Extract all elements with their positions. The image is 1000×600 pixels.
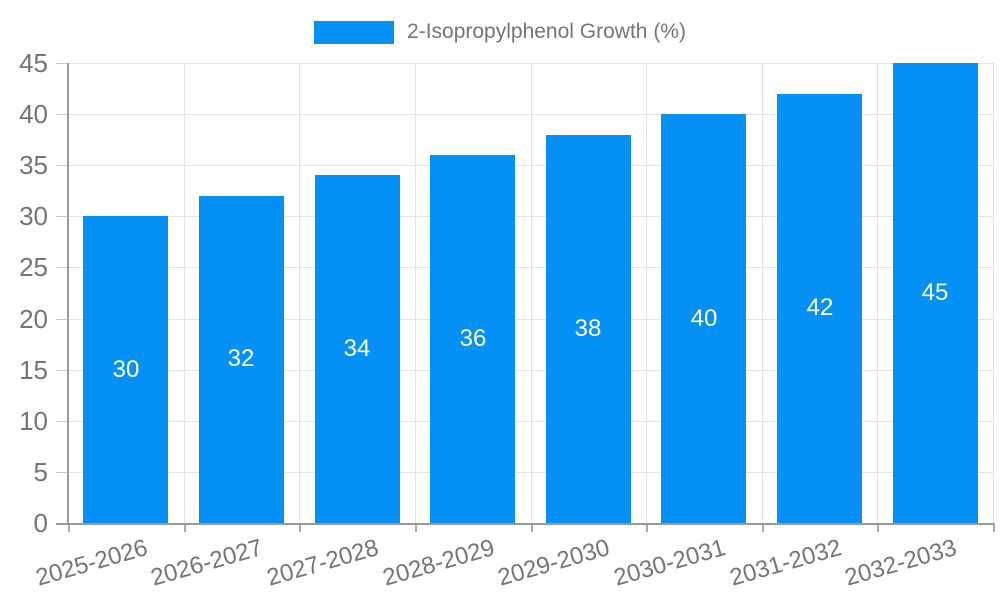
gridline-y [68, 370, 993, 371]
y-axis-label: 40 [19, 99, 48, 129]
y-axis-label: 30 [19, 201, 48, 231]
bar [199, 196, 284, 523]
y-axis-label: 10 [19, 406, 48, 436]
y-axis-line [67, 63, 69, 525]
gridline-x [877, 63, 878, 523]
x-axis-label: 2026-2027 [148, 534, 266, 592]
x-tick [646, 523, 648, 532]
gridline-x [993, 63, 994, 523]
x-tick [993, 523, 995, 532]
legend-item[interactable]: 2-Isopropylphenol Growth (%) [0, 20, 1000, 44]
x-axis-label: 2032-2033 [842, 534, 960, 592]
gridline-x [646, 63, 647, 523]
x-tick [415, 523, 417, 532]
bar [893, 63, 978, 523]
bar [661, 114, 746, 523]
y-tick [56, 165, 68, 166]
y-axis-label: 25 [19, 252, 48, 282]
y-axis-label: 45 [19, 48, 48, 78]
y-axis-label: 5 [33, 457, 48, 487]
x-axis-label: 2025-2026 [33, 534, 151, 592]
bar [546, 135, 631, 523]
gridline-y [68, 267, 993, 268]
bar-value-label: 34 [343, 335, 371, 362]
x-tick [184, 523, 186, 532]
y-axis-label: 20 [19, 304, 48, 334]
gridline-x [762, 63, 763, 523]
x-tick [299, 523, 301, 532]
bar-value-label: 32 [227, 345, 255, 372]
x-axis-label: 2028-2029 [380, 534, 498, 592]
y-tick [56, 319, 68, 320]
y-tick [56, 267, 68, 268]
bar [315, 175, 400, 523]
y-tick [56, 370, 68, 371]
gridline-y [68, 472, 993, 473]
x-axis-label: 2030-2031 [611, 534, 729, 592]
gridline-y [68, 114, 993, 115]
bar-value-label: 40 [690, 305, 718, 332]
y-axis-label: 15 [19, 355, 48, 385]
legend-label: 2-Isopropylphenol Growth (%) [407, 20, 686, 43]
gridline-y [68, 63, 993, 64]
y-tick [56, 421, 68, 422]
y-axis-label: 35 [19, 150, 48, 180]
x-axis-label: 2029-2030 [495, 534, 613, 592]
gridline-x [299, 63, 300, 523]
x-axis-label: 2027-2028 [264, 534, 382, 592]
gridline-y [68, 319, 993, 320]
gridline-x [415, 63, 416, 523]
bar-value-label: 42 [806, 294, 834, 321]
y-tick [56, 472, 68, 473]
gridline-y [68, 165, 993, 166]
bar [777, 94, 862, 523]
x-tick [531, 523, 533, 532]
y-tick [56, 216, 68, 217]
x-tick [762, 523, 764, 532]
x-tick [68, 523, 70, 532]
legend-swatch [314, 20, 395, 44]
bar [430, 155, 515, 523]
x-tick [877, 523, 879, 532]
bar-value-label: 30 [112, 356, 140, 383]
y-tick [56, 63, 68, 64]
bar-value-label: 38 [574, 315, 602, 342]
gridline-x [184, 63, 185, 523]
x-axis-label: 2031-2032 [727, 534, 845, 592]
gridline-x [531, 63, 532, 523]
y-tick [56, 114, 68, 115]
bar-value-label: 45 [921, 279, 949, 306]
bar-value-label: 36 [459, 325, 487, 352]
x-axis-line [56, 523, 993, 525]
gridline-y [68, 421, 993, 422]
bar [83, 216, 168, 523]
gridline-y [68, 216, 993, 217]
y-axis-label: 0 [33, 508, 48, 538]
